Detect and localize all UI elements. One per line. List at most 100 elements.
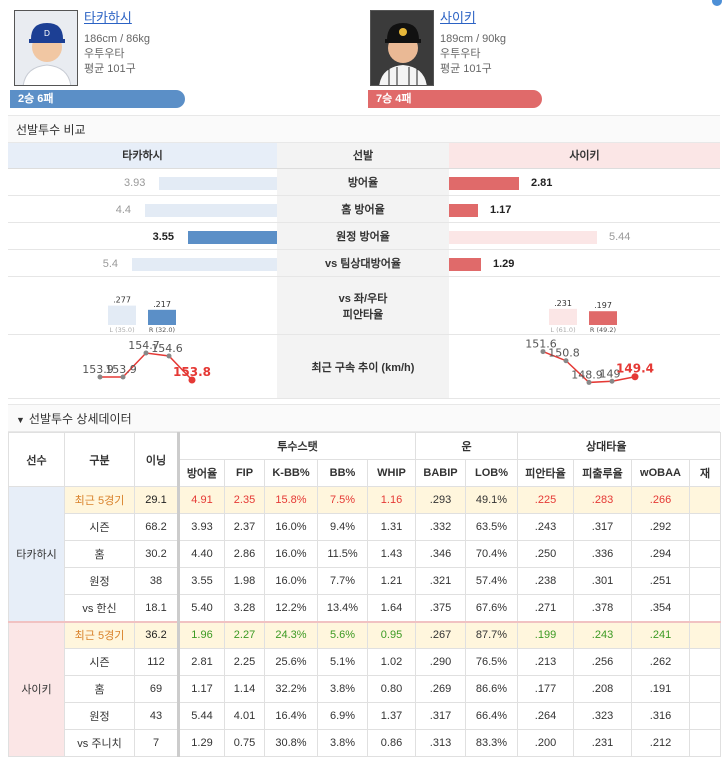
header-col-9[interactable]: wOBAA bbox=[631, 459, 690, 487]
right-player-body: 189cm / 90kg bbox=[440, 33, 507, 45]
stats-value-cell: 9.4% bbox=[317, 513, 368, 541]
stats-value-cell: .177 bbox=[517, 675, 574, 703]
split-bar-label: L (61.0) bbox=[550, 326, 575, 334]
comparison-left-header: 타카하시 bbox=[8, 143, 277, 169]
left-player-header: D 타카하시 186cm / 86kg 우투우타 평균 101구 2승 6패 bbox=[10, 10, 214, 110]
header-col-2[interactable]: K-BB% bbox=[264, 459, 318, 487]
left-value-bar bbox=[159, 177, 277, 190]
stats-value-cell: 16.0% bbox=[264, 540, 318, 568]
stats-type-cell: 홈 bbox=[64, 675, 135, 703]
stats-value-cell bbox=[689, 486, 721, 514]
right-value-label: 1.29 bbox=[493, 258, 515, 270]
header-col-3[interactable]: BB% bbox=[317, 459, 368, 487]
velocity-point bbox=[166, 353, 172, 359]
stats-value-cell: .231 bbox=[573, 729, 632, 757]
stats-value-cell: 16.4% bbox=[264, 702, 318, 730]
stats-row: 원정 38 3.55 1.98 16.0% 7.7% 1.21.321 57.4% .238.3… bbox=[9, 567, 721, 595]
stats-type-cell: 시즌 bbox=[64, 648, 135, 676]
stats-value-cell: .346 bbox=[415, 540, 466, 568]
velocity-point-label: 149.4 bbox=[616, 362, 654, 376]
stats-value-cell: 1.37 bbox=[367, 702, 416, 730]
velocity-point bbox=[188, 376, 196, 384]
stats-value-cell: 43 bbox=[134, 702, 180, 730]
collapse-triangle-icon[interactable]: ▼ bbox=[16, 415, 25, 425]
stats-value-cell: 83.3% bbox=[465, 729, 518, 757]
velocity-point-label: 154.7 bbox=[128, 339, 160, 352]
split-bar-value: .277 bbox=[113, 296, 131, 305]
velocity-point bbox=[586, 379, 592, 385]
stats-value-cell: 3.28 bbox=[224, 594, 265, 622]
left-value-label: 4.4 bbox=[115, 204, 131, 216]
header-col-1[interactable]: FIP bbox=[224, 459, 265, 487]
stats-value-cell: 7.5% bbox=[317, 486, 368, 514]
right-record-bar: 7승 4패 bbox=[368, 90, 542, 108]
right-player-name[interactable]: 사이키 bbox=[440, 10, 476, 25]
stats-value-cell: 66.4% bbox=[465, 702, 518, 730]
stats-value-cell: 4.91 bbox=[178, 486, 225, 514]
split-bar-value: .231 bbox=[554, 299, 572, 308]
header-col-10[interactable]: 재 bbox=[689, 459, 721, 487]
stats-value-cell: 2.86 bbox=[224, 540, 265, 568]
stats-value-cell: 0.75 bbox=[224, 729, 265, 757]
left-player-name[interactable]: 타카하시 bbox=[84, 10, 132, 25]
stats-row: 시즌 112 2.81 2.25 25.6% 5.1% 1.02.290 76.5% .213.… bbox=[9, 648, 721, 676]
stats-value-cell: 1.98 bbox=[224, 567, 265, 595]
header-col-7[interactable]: 피안타율 bbox=[517, 459, 574, 487]
left-player-avg-pitches: 평균 101구 bbox=[84, 63, 136, 75]
header-col-5[interactable]: BABIP bbox=[415, 459, 466, 487]
right-value-bar bbox=[449, 231, 597, 244]
stats-value-cell bbox=[689, 648, 721, 676]
header-col-4[interactable]: WHIP bbox=[367, 459, 416, 487]
split-bar-value: .197 bbox=[594, 301, 612, 310]
split-bar-right-hand bbox=[589, 311, 617, 325]
stats-value-cell: .238 bbox=[517, 567, 574, 595]
stats-value-cell: 5.44 bbox=[178, 702, 225, 730]
stats-value-cell: .200 bbox=[517, 729, 574, 757]
stats-type-cell: 최근 5경기 bbox=[64, 621, 135, 649]
velocity-point-label: 148.9 bbox=[571, 368, 603, 381]
stats-value-cell: 86.6% bbox=[465, 675, 518, 703]
stats-value-cell: 30.8% bbox=[264, 729, 318, 757]
stats-value-cell: .256 bbox=[573, 648, 632, 676]
stats-value-cell: .264 bbox=[517, 702, 574, 730]
stats-value-cell: 24.3% bbox=[264, 621, 318, 649]
comparison-row: 방어율 3.93 2.81 bbox=[8, 169, 720, 196]
stats-value-cell: .321 bbox=[415, 567, 466, 595]
stats-value-cell: 2.81 bbox=[178, 648, 225, 676]
comparison-center-header: 선발 bbox=[277, 143, 449, 169]
stats-value-cell: 15.8% bbox=[264, 486, 318, 514]
left-player-photo: D bbox=[14, 10, 78, 86]
stats-value-cell: 3.93 bbox=[178, 513, 225, 541]
velocity-label: 최근 구속 추이 (km/h) bbox=[277, 335, 449, 398]
stats-type-cell: vs 주니치 bbox=[64, 729, 135, 757]
stats-value-cell: 6.9% bbox=[317, 702, 368, 730]
stats-value-cell: .317 bbox=[415, 702, 466, 730]
left-value-label: 3.93 bbox=[123, 177, 146, 189]
velocity-row: 최근 구속 추이 (km/h) 153.9 153.9 154.7 154.6 153.… bbox=[8, 335, 720, 399]
stats-value-cell: .313 bbox=[415, 729, 466, 757]
stats-value-cell: .243 bbox=[517, 513, 574, 541]
stats-value-cell bbox=[689, 540, 721, 568]
right-player-cell: 사이키 bbox=[8, 621, 65, 757]
stats-value-cell: .294 bbox=[631, 540, 690, 568]
stats-value-cell: 2.25 bbox=[224, 648, 265, 676]
header-col-8[interactable]: 피출루율 bbox=[573, 459, 632, 487]
split-bar-label: R (49.2) bbox=[590, 326, 616, 334]
stats-value-cell: 4.01 bbox=[224, 702, 265, 730]
stats-value-cell: 12.2% bbox=[264, 594, 318, 622]
header-col-0[interactable]: 방어율 bbox=[178, 459, 225, 487]
right-player-throws: 우투우타 bbox=[440, 48, 481, 60]
stats-value-cell: .267 bbox=[415, 621, 466, 649]
split-bar-left-hand bbox=[549, 308, 577, 325]
stats-value-cell: .213 bbox=[517, 648, 574, 676]
details-section-title[interactable]: ▼ 선발투수 상세데이터 bbox=[8, 404, 720, 432]
velocity-point-label: 153.9 bbox=[82, 363, 114, 376]
stats-type-cell: 홈 bbox=[64, 540, 135, 568]
stats-value-cell: .251 bbox=[631, 567, 690, 595]
header-group-pitcher: 투수스탯 bbox=[178, 432, 416, 460]
split-bar-left-hand bbox=[108, 305, 136, 325]
stats-value-cell bbox=[689, 621, 721, 649]
stats-row: 원정 43 5.44 4.01 16.4% 6.9% 1.37.317 66.4% .264.3… bbox=[9, 702, 721, 730]
header-col-6[interactable]: LOB% bbox=[465, 459, 518, 487]
